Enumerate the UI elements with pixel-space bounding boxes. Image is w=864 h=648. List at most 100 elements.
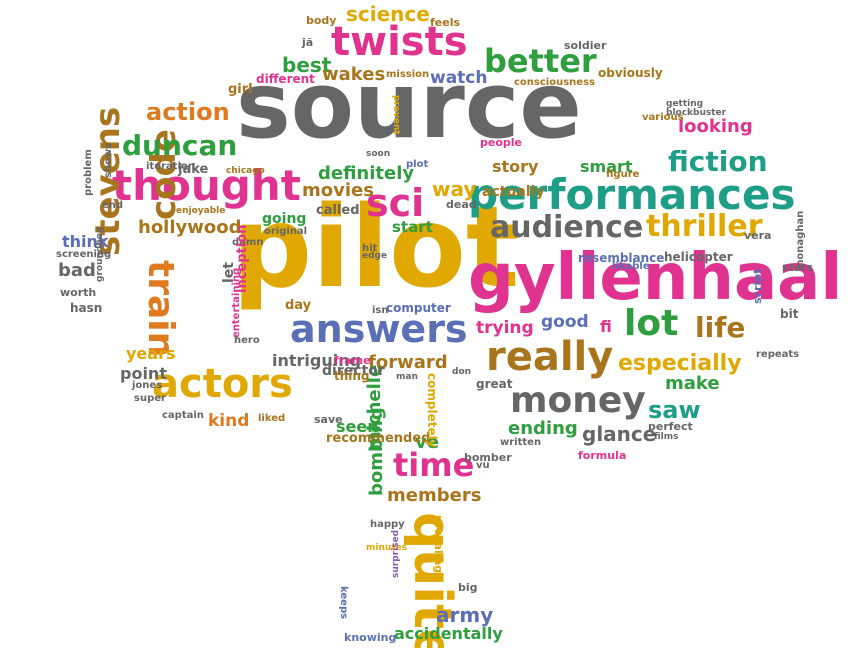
word-blockbuster: blockbuster [666,108,727,118]
word-make: make [665,373,720,394]
word-formula: formula [578,449,627,462]
word-big: big [458,581,478,594]
word-bit: bit [780,307,799,321]
word-especially: especially [618,351,742,376]
word-wakes: wakes [322,64,386,85]
word-fiction: fiction [668,145,768,178]
word-great: great [476,377,513,391]
word-definitely: definitely [318,163,415,184]
word-performances: performances [468,170,796,219]
word-j-: jã [302,36,314,49]
word-different: different [256,72,315,86]
word-chicago: chicago [226,166,265,176]
word-screening: screening [56,249,112,260]
word-pilot: pilot [232,183,520,313]
word-hollywood: hollywood [138,217,242,238]
word-thriller: thriller [646,209,763,244]
word-years: years [126,344,176,363]
word-keeps: keeps [338,586,349,620]
word-girl: girl [228,82,253,97]
word-thing: thing [334,369,370,383]
word-obviously: obviously [598,66,663,80]
word-glance: glance [582,422,657,446]
word-duncan: duncan [122,129,238,162]
word-hasn: hasn [70,301,103,315]
word-fi: fi [600,317,612,336]
word-computer: computer [386,301,451,315]
word-save: save [314,413,343,426]
word-dead: dead [446,198,477,211]
word-day: day [285,298,312,313]
word-think: think [62,232,109,251]
word-actors: actors [152,361,293,407]
word-written: written [500,437,542,448]
word-happy: happy [370,519,405,530]
word-plot: plot [406,159,429,170]
word-prevent: prevent [391,95,401,135]
word-isn: isn [372,305,389,316]
word-perfect: perfect [648,420,693,433]
word-revealing: revealing [432,515,445,574]
word-going: going [262,211,307,227]
word-kind: kind [208,411,250,431]
word-start: start [392,218,433,236]
word-really: really [486,334,614,380]
word-feels: feels [430,16,461,29]
word-liked: liked [258,413,286,424]
word-jones: jones [132,380,163,391]
word-captain: captain [162,410,204,421]
word-ending: ending [508,418,578,439]
word-soldier: soldier [564,39,607,52]
word-smart: smart [580,157,633,176]
word-damn: damn [232,237,264,248]
word-consciousness: consciousness [514,77,595,88]
word-super: super [134,393,166,404]
word-don: don [452,367,472,377]
word-bad: bad [58,260,96,281]
word-recommended: recommended [326,431,431,446]
word-various: various [642,112,684,123]
word-audience: audience [490,210,644,245]
word-life: life [695,311,746,344]
word-stars: stars [782,261,814,274]
word-good: good [541,312,589,332]
word-entertaining: entertaining [231,267,242,338]
word-edge: edge [362,251,388,261]
word-helicopter: helicopter [664,250,733,264]
word-end: end [102,200,124,211]
word-looking: looking [678,116,753,137]
word-script: script [751,268,764,304]
word-saw: saw [648,396,701,424]
word-train: train [140,260,181,358]
word-source: source [236,52,582,159]
word-enjoyable: enjoyable [176,206,226,216]
word-likable: likable [612,261,650,272]
word-lot: lot [624,303,679,344]
word-actually: actually [482,184,545,200]
word-members: members [387,485,482,506]
word-seen: seen [336,417,379,436]
word-shows: shows [103,142,114,178]
word-worth: worth [60,286,97,299]
word-bomber: bomber [464,451,512,464]
word-director: director [322,363,385,379]
word-problem: problem [83,149,94,196]
word-figure: figure [606,169,640,180]
word-body: body [306,14,337,27]
word-watch: watch [430,68,488,88]
word-frame: frame [334,354,371,367]
word-resemblance: resemblance [578,251,665,265]
word-called: called [316,203,360,218]
word-soon: soon [366,149,391,159]
word-money: money [510,380,646,421]
word-time: time [393,446,475,484]
word-science: science [346,2,430,26]
word-hit: hit [362,243,378,254]
word-thought: thought [112,161,301,210]
word-vu: vu [476,460,490,471]
word-mission: mission [386,69,430,80]
word-army: army [436,603,494,627]
word-man: man [396,372,418,382]
word-original: original [264,226,308,237]
